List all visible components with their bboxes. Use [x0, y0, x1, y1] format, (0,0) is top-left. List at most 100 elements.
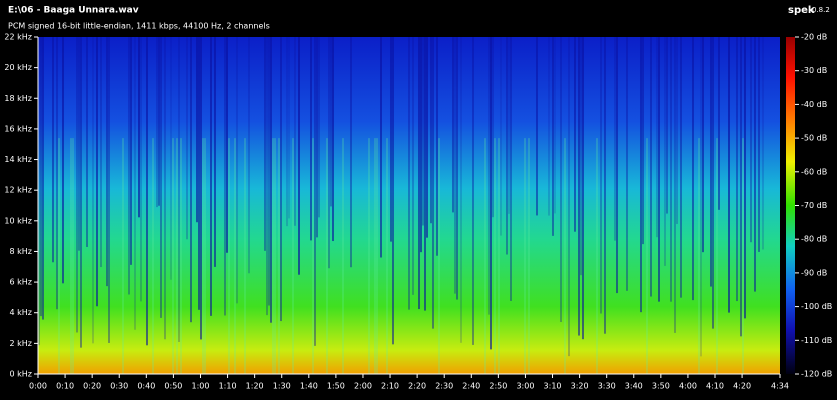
texture-stripe [310, 37, 312, 241]
texture-stripe [616, 37, 618, 294]
texture-stripe [718, 37, 720, 210]
spectrogram-texture [38, 37, 764, 374]
texture-stripe [488, 37, 490, 315]
texture-stripe [226, 37, 228, 253]
texture-stripe [436, 37, 438, 256]
texture-stripe [692, 37, 694, 301]
x-tick-label: 0:30 [110, 382, 128, 391]
x-tick-label: 2:30 [435, 382, 453, 391]
x-tick-label: 1:00 [191, 382, 209, 391]
texture-stripe [390, 37, 392, 242]
texture-stripe [196, 37, 198, 223]
texture-stripe [152, 138, 154, 374]
texture-stripe [484, 138, 486, 374]
texture-stripe [138, 37, 140, 218]
texture-stripe [248, 37, 250, 274]
texture-stripe [424, 37, 426, 311]
texture-stripe [294, 37, 296, 226]
texture-stripe [368, 138, 370, 374]
texture-stripe [758, 37, 760, 252]
texture-stripe [204, 138, 206, 374]
colorbar-tick-label: -80 dB [801, 235, 827, 244]
texture-stripe [292, 138, 294, 374]
texture-stripe [176, 138, 178, 374]
texture-stripe [736, 37, 738, 302]
texture-stripe [626, 37, 628, 291]
texture-stripe [200, 37, 202, 340]
texture-stripe [266, 37, 268, 316]
y-tick-label: 18 kHz [4, 94, 32, 103]
x-tick-label: 0:00 [29, 382, 47, 391]
texture-stripe [702, 37, 704, 253]
texture-stripe [236, 37, 238, 304]
texture-stripe [314, 37, 316, 346]
texture-stripe [650, 37, 652, 297]
texture-stripe [332, 37, 334, 242]
texture-stripe [42, 37, 44, 320]
y-tick-label: 12 kHz [4, 186, 32, 195]
colorbar-tick-label: -30 dB [801, 66, 827, 75]
texture-stripe [156, 37, 158, 208]
colorbar-tick-label: -70 dB [801, 201, 827, 210]
texture-stripe [524, 138, 526, 374]
texture-stripe [92, 37, 94, 344]
texture-stripe [728, 37, 730, 313]
texture-stripe [392, 37, 394, 345]
texture-stripe [228, 138, 230, 374]
texture-stripe [580, 37, 582, 276]
texture-stripe [548, 37, 550, 216]
x-tick-label: 2:10 [381, 382, 399, 391]
texture-stripe [72, 138, 74, 374]
texture-stripe [328, 37, 330, 269]
texture-stripe [716, 138, 718, 374]
texture-stripe [438, 138, 440, 374]
texture-stripe [244, 138, 246, 374]
texture-stripe [490, 37, 492, 350]
texture-stripe [674, 37, 676, 333]
texture-stripe [740, 37, 742, 337]
texture-stripe [58, 138, 60, 374]
texture-stripe [506, 37, 508, 255]
texture-stripe [494, 138, 496, 374]
texture-stripe [554, 37, 556, 214]
texture-stripe [418, 37, 420, 310]
texture-stripe [270, 37, 272, 323]
texture-stripe [600, 37, 602, 314]
texture-stripe [582, 37, 584, 340]
y-tick-label: 16 kHz [4, 124, 32, 133]
x-tick-label: 2:40 [462, 382, 480, 391]
colorbar-tick-label: -60 dB [801, 167, 827, 176]
texture-stripe [536, 37, 538, 216]
texture-stripe [76, 37, 78, 333]
texture-stripe [134, 37, 136, 330]
texture-stripe [288, 37, 290, 219]
texture-stripe [604, 37, 606, 334]
texture-stripe [640, 37, 642, 313]
texture-stripe [432, 37, 434, 329]
app-version: 0.8.2 [812, 6, 830, 14]
x-tick-label: 3:40 [625, 382, 643, 391]
texture-stripe [62, 37, 64, 284]
texture-stripe [224, 37, 226, 316]
texture-stripe [642, 37, 644, 245]
y-tick-label: 14 kHz [4, 155, 32, 164]
y-tick-label: 22 kHz [4, 33, 32, 42]
texture-stripe [280, 37, 282, 322]
texture-stripe [508, 37, 510, 214]
spectrogram [38, 37, 780, 374]
x-tick-label: 1:40 [300, 382, 318, 391]
app-name: spek [788, 5, 815, 16]
file-info: PCM signed 16-bit little-endian, 1411 kb… [8, 22, 270, 31]
texture-stripe [656, 37, 658, 238]
texture-stripe [52, 37, 54, 263]
texture-stripe [40, 37, 42, 317]
texture-stripe [712, 37, 714, 329]
x-tick-label: 4:34 [771, 382, 789, 391]
y-tick-label: 4 kHz [10, 308, 32, 317]
texture-stripe [122, 138, 124, 374]
y-tick-label: 8 kHz [10, 247, 32, 256]
texture-stripe [500, 37, 502, 236]
x-tick-label: 3:50 [652, 382, 670, 391]
texture-stripe [38, 37, 40, 346]
texture-stripe [762, 37, 764, 250]
